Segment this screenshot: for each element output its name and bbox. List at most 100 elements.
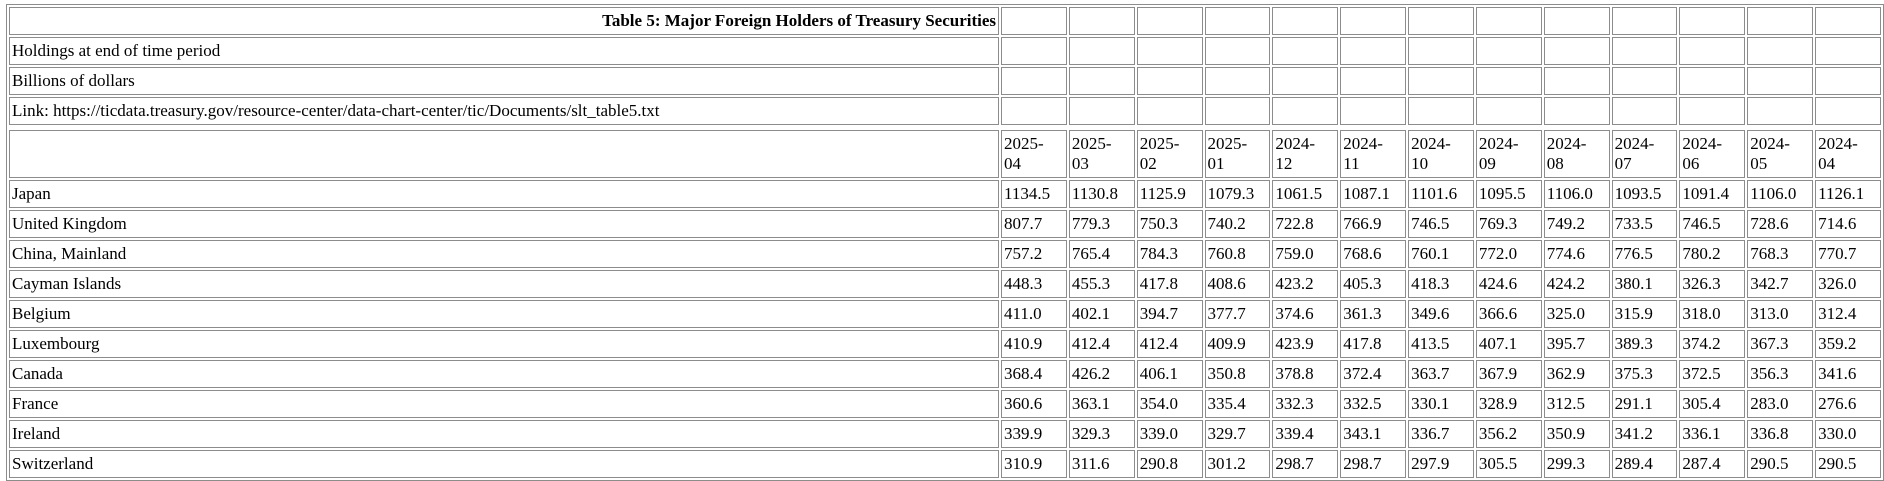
holding-value: 359.2 (1815, 330, 1881, 358)
table-row: United Kingdom 807.7 779.3 750.3 740.2 722.8 7… (9, 210, 1881, 238)
spacer-cell (9, 127, 999, 128)
empty-cell (1408, 97, 1474, 125)
holding-value: 326.3 (1679, 270, 1746, 298)
note-holdings: Holdings at end of time period (9, 37, 1000, 65)
holding-value: 406.1 (1136, 360, 1203, 388)
holding-value: 448.3 (1001, 270, 1067, 298)
period-header: 2025- 04 (1001, 130, 1067, 178)
holding-value: 746.5 (1408, 210, 1474, 238)
period-month: 01 (1207, 154, 1225, 173)
holding-value: 759.0 (1272, 240, 1339, 268)
period-year: 2024- (1275, 134, 1316, 153)
empty-cell (1136, 7, 1203, 35)
note-row: Link: https://ticdata.treasury.gov/resou… (9, 97, 1881, 125)
holding-value: 765.4 (1068, 240, 1135, 268)
empty-cell (1340, 7, 1407, 35)
empty-cell (1408, 7, 1474, 35)
holding-value: 290.5 (1815, 450, 1881, 478)
holding-value: 733.5 (1611, 210, 1678, 238)
holding-value: 354.0 (1136, 390, 1203, 418)
empty-cell (1204, 97, 1271, 125)
empty-cell (1815, 7, 1881, 35)
holding-value: 336.7 (1408, 420, 1474, 448)
spacer-cell (1408, 127, 1474, 128)
header-corner-cell (9, 130, 1000, 178)
holding-value: 349.6 (1408, 300, 1474, 328)
empty-cell (1272, 7, 1339, 35)
holding-value: 455.3 (1068, 270, 1135, 298)
empty-cell (1543, 97, 1610, 125)
period-header: 2025- 02 (1136, 130, 1203, 178)
holding-value: 356.3 (1747, 360, 1814, 388)
country-name: France (9, 390, 1000, 418)
table-row: Ireland 339.9 329.3 339.0 329.7 339.4 343.1 336… (9, 420, 1881, 448)
period-month: 04 (1004, 154, 1022, 173)
holding-value: 330.1 (1408, 390, 1474, 418)
holding-value: 342.7 (1747, 270, 1814, 298)
holding-value: 413.5 (1408, 330, 1474, 358)
holding-value: 1093.5 (1611, 180, 1678, 208)
country-name: United Kingdom (9, 210, 1000, 238)
period-month: 06 (1682, 154, 1700, 173)
empty-cell (1679, 67, 1746, 95)
period-month: 10 (1411, 154, 1429, 173)
holding-value: 722.8 (1272, 210, 1339, 238)
holding-value: 287.4 (1679, 450, 1746, 478)
period-header: 2025- 01 (1204, 130, 1271, 178)
holding-value: 361.3 (1340, 300, 1407, 328)
holding-value: 312.4 (1815, 300, 1881, 328)
period-header: 2024- 10 (1408, 130, 1474, 178)
holding-value: 315.9 (1611, 300, 1678, 328)
empty-cell (1475, 97, 1542, 125)
holding-value: 774.6 (1543, 240, 1610, 268)
table-row: Japan 1134.5 1130.8 1125.9 1079.3 1061.5 1087.… (9, 180, 1881, 208)
holding-value: 769.3 (1475, 210, 1542, 238)
period-month: 08 (1546, 154, 1564, 173)
empty-cell (1136, 37, 1203, 65)
empty-cell (1068, 67, 1135, 95)
holding-value: 407.1 (1475, 330, 1542, 358)
holding-value: 1126.1 (1815, 180, 1881, 208)
holding-value: 343.1 (1340, 420, 1407, 448)
empty-cell (1679, 37, 1746, 65)
holding-value: 332.5 (1340, 390, 1407, 418)
holding-value: 417.8 (1136, 270, 1203, 298)
country-name: Canada (9, 360, 1000, 388)
holding-value: 1106.0 (1747, 180, 1814, 208)
holding-value: 1091.4 (1679, 180, 1746, 208)
period-header: 2024- 09 (1475, 130, 1542, 178)
empty-cell (1068, 97, 1135, 125)
holding-value: 310.9 (1001, 450, 1067, 478)
holding-value: 766.9 (1340, 210, 1407, 238)
empty-cell (1136, 67, 1203, 95)
holding-value: 768.6 (1340, 240, 1407, 268)
empty-cell (1272, 37, 1339, 65)
spacer-cell (1679, 127, 1745, 128)
period-month: 02 (1139, 154, 1157, 173)
holding-value: 328.9 (1475, 390, 1542, 418)
empty-cell (1204, 7, 1271, 35)
page: Table 5: Major Foreign Holders of Treasu… (6, 4, 1884, 481)
holding-value: 1061.5 (1272, 180, 1339, 208)
holding-value: 372.4 (1340, 360, 1407, 388)
note-link: Link: https://ticdata.treasury.gov/resou… (9, 97, 1000, 125)
spacer-cell (1815, 127, 1881, 128)
holding-value: 772.0 (1475, 240, 1542, 268)
holding-value: 770.7 (1815, 240, 1881, 268)
holding-value: 360.6 (1001, 390, 1067, 418)
holding-value: 367.3 (1747, 330, 1814, 358)
holders-table: Table 5: Major Foreign Holders of Treasu… (6, 4, 1884, 481)
period-year: 2024- (1478, 134, 1519, 153)
holding-value: 714.6 (1815, 210, 1881, 238)
empty-cell (1001, 7, 1067, 35)
holding-value: 740.2 (1204, 210, 1271, 238)
empty-cell (1611, 97, 1678, 125)
period-year: 2024- (1411, 134, 1451, 153)
holding-value: 378.8 (1272, 360, 1339, 388)
table-row: Switzerland 310.9 311.6 290.8 301.2 298.7 298.… (9, 450, 1881, 478)
period-header: 2024- 04 (1815, 130, 1881, 178)
empty-cell (1611, 67, 1678, 95)
empty-cell (1747, 37, 1814, 65)
table-row: Luxembourg 410.9 412.4 412.4 409.9 423.9 417.8… (9, 330, 1881, 358)
empty-cell (1272, 97, 1339, 125)
